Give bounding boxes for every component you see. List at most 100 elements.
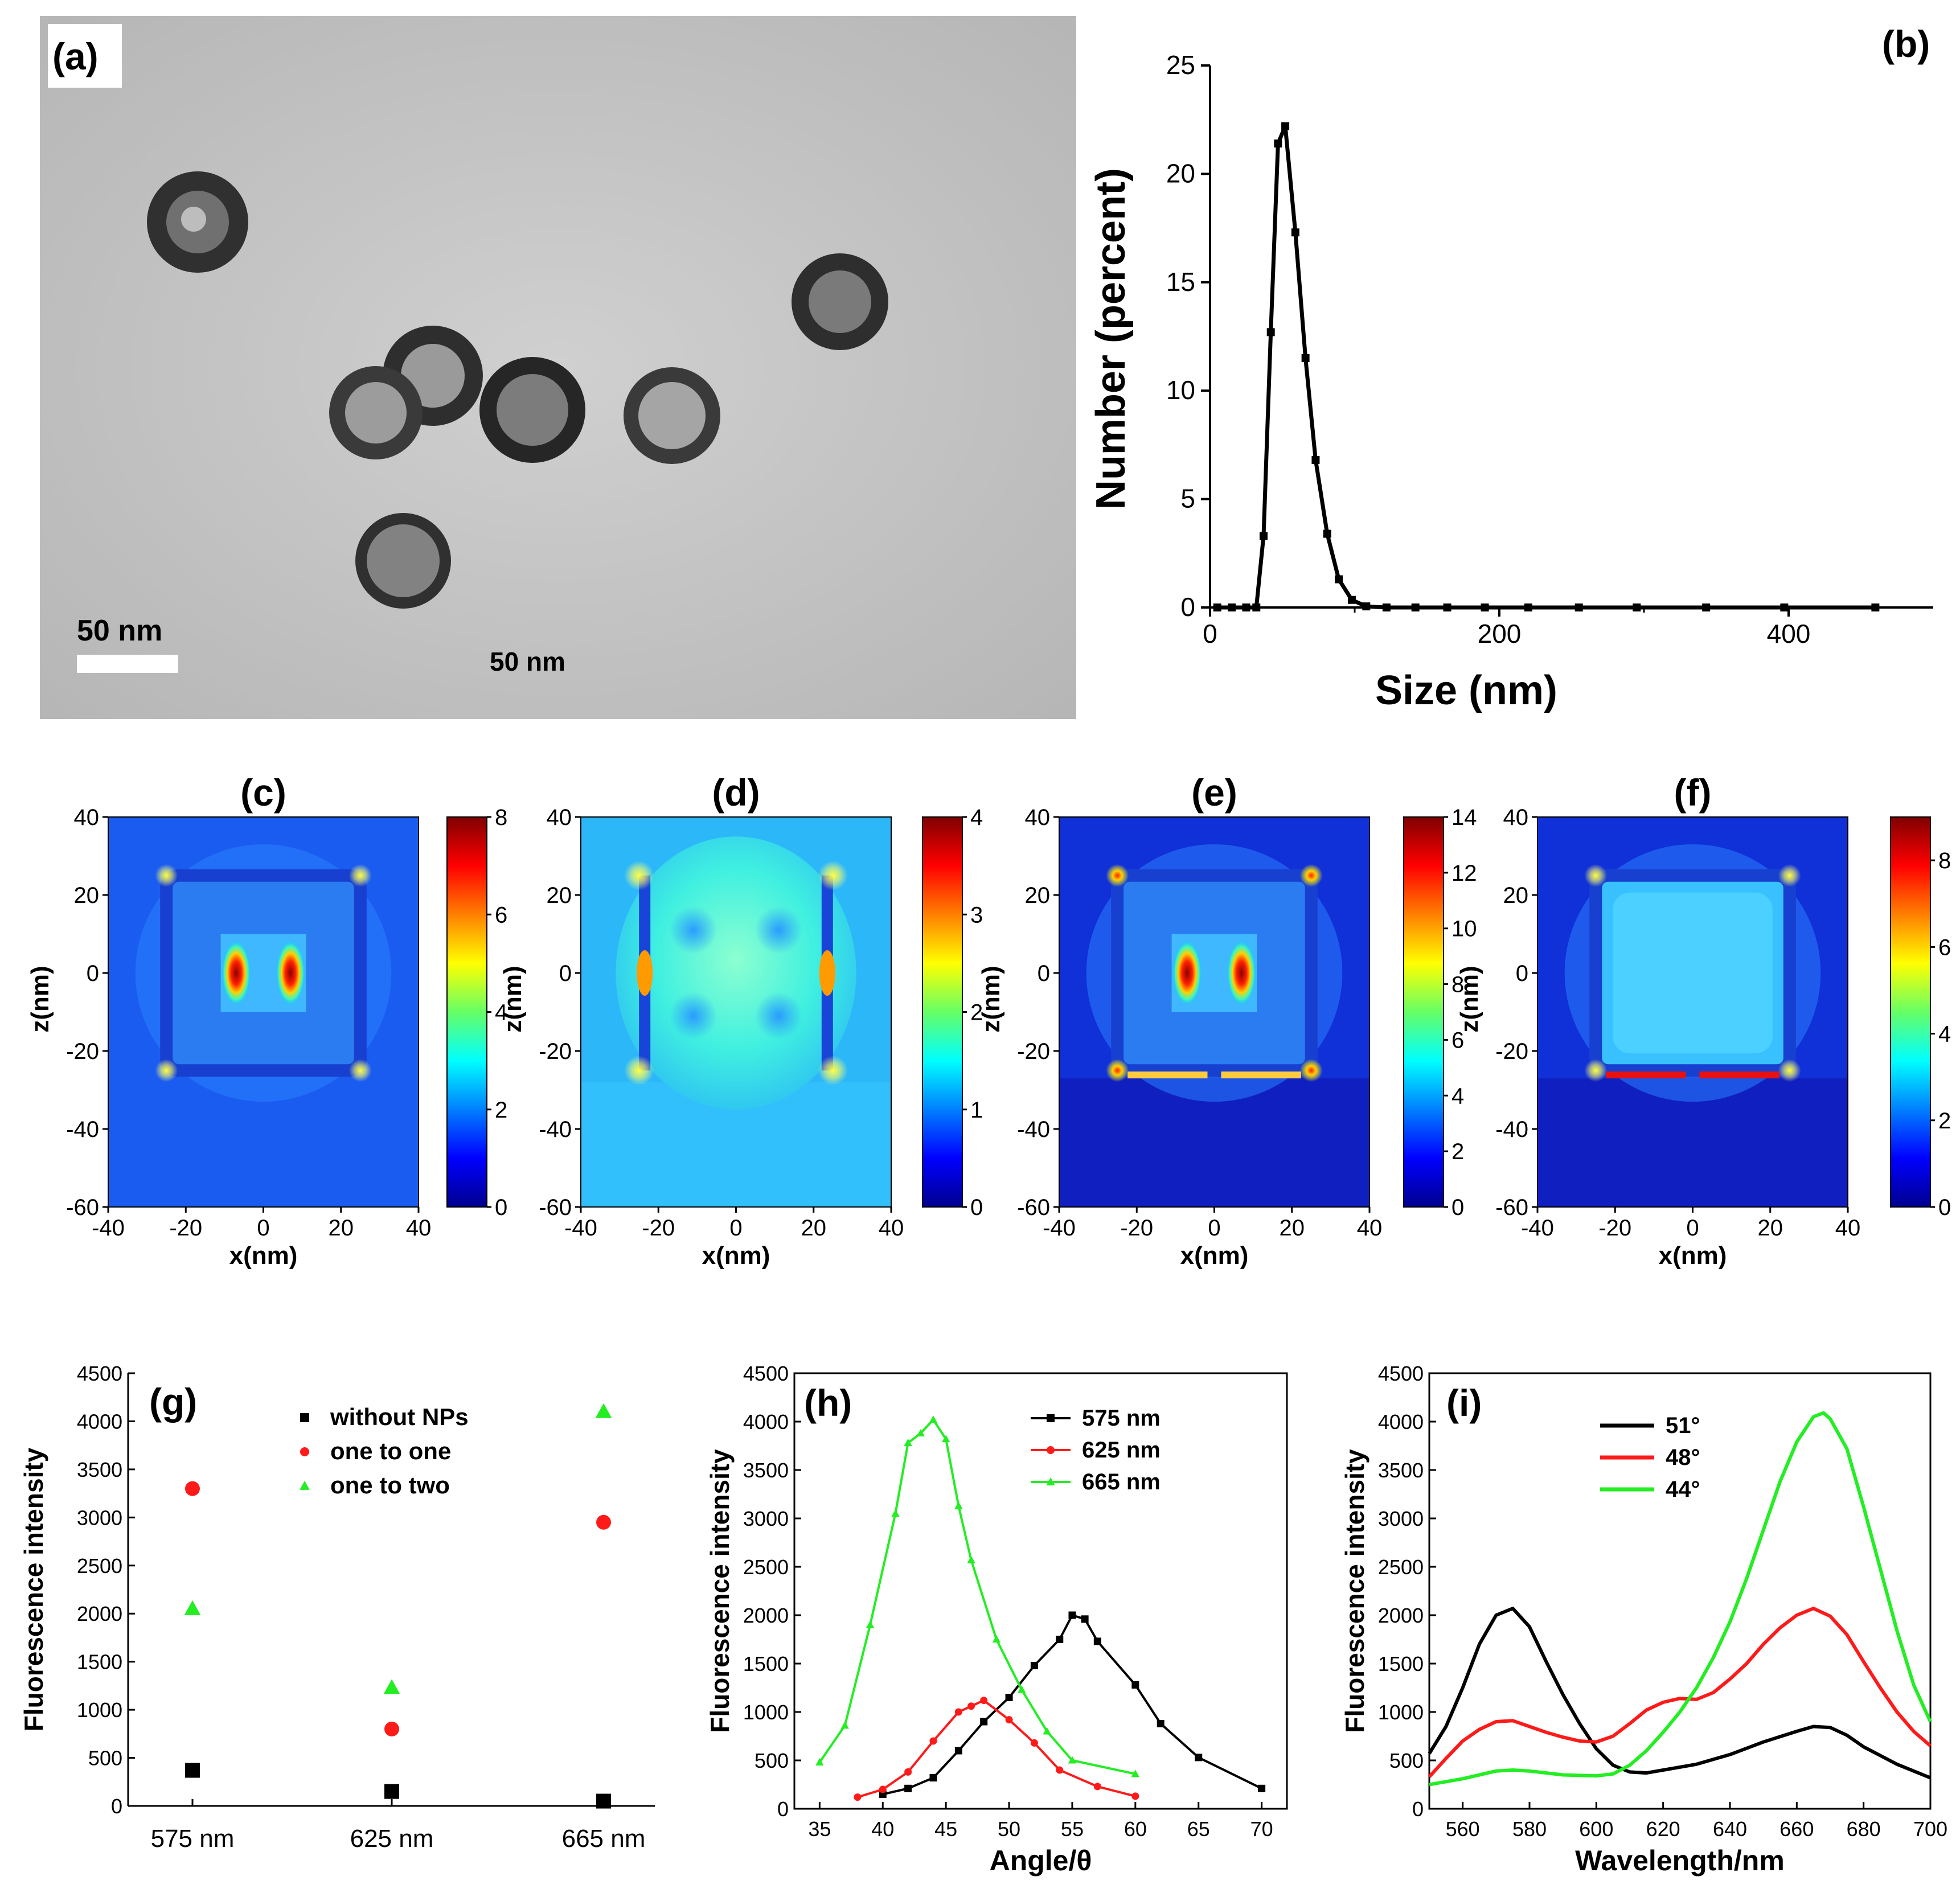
y-tick-label: 4500 bbox=[743, 1362, 789, 1385]
legend-marker bbox=[1046, 1477, 1055, 1485]
data-point bbox=[1301, 354, 1310, 363]
panel-a-label-box bbox=[48, 24, 122, 88]
panel-i-wavelength-chart: 0 500 1000 1500 2000 2500 3000 3500 4000 4500 Fluo… bbox=[1340, 1362, 1947, 1877]
x-tick-label: 40 bbox=[871, 1817, 894, 1841]
y-tick-label: 0 bbox=[111, 1795, 122, 1818]
panel-label: (c) bbox=[240, 771, 286, 814]
y-tick-label: 1500 bbox=[743, 1652, 789, 1676]
x-tick-label: 50 bbox=[998, 1817, 1020, 1841]
data-point bbox=[840, 1721, 849, 1729]
corner-hot-spot bbox=[1584, 864, 1608, 887]
substrate-hot-line bbox=[1699, 1071, 1779, 1079]
corner-hot-spot bbox=[155, 864, 178, 887]
x-tick-label: -40 bbox=[1043, 1216, 1076, 1241]
colorbar-tick-label: 4 bbox=[495, 1000, 507, 1025]
data-point bbox=[1081, 1615, 1089, 1623]
colorbar-tick-label: 8 bbox=[1938, 848, 1951, 873]
panel-h-angle-chart: 0 500 1000 1500 2000 2500 3000 3500 4000 4500 Fluo… bbox=[705, 1362, 1288, 1877]
y-tick-label: 20 bbox=[547, 883, 572, 908]
legend-label: 575 nm bbox=[1082, 1406, 1161, 1431]
low-field-region bbox=[669, 992, 717, 1040]
y-tick-label: 0 bbox=[559, 961, 572, 986]
colorbar bbox=[446, 816, 487, 1208]
x-tick-label: 620 bbox=[1646, 1817, 1680, 1841]
y-tick-label: -60 bbox=[1495, 1195, 1528, 1220]
data-point bbox=[916, 1428, 925, 1436]
data-point bbox=[815, 1758, 824, 1765]
data-point bbox=[1043, 1727, 1051, 1735]
y-tick-label: -40 bbox=[1495, 1117, 1528, 1142]
y-tick-label: -20 bbox=[1017, 1039, 1050, 1064]
colorbar bbox=[922, 816, 963, 1208]
data-point bbox=[1258, 1784, 1266, 1792]
x-tick-label: 40 bbox=[1357, 1216, 1383, 1241]
data-point bbox=[1274, 139, 1282, 148]
corner-hot-spot bbox=[1106, 1059, 1129, 1082]
data-point bbox=[967, 1702, 975, 1710]
data-point bbox=[595, 1403, 612, 1418]
colorbar-tick-label: 0 bbox=[1451, 1195, 1464, 1220]
y-tick-label: 40 bbox=[1025, 805, 1051, 830]
colorbar-tick-label: 4 bbox=[970, 805, 983, 830]
x-axis-label: x(nm) bbox=[1659, 1242, 1727, 1270]
x-tick-label: 0 bbox=[257, 1216, 269, 1241]
data-point bbox=[954, 1501, 963, 1509]
corner-hot-spot bbox=[624, 1056, 654, 1086]
x-tick-label: 700 bbox=[1913, 1817, 1947, 1841]
colorbar-tick-label: 8 bbox=[495, 805, 507, 830]
x-tick-label: 55 bbox=[1061, 1817, 1084, 1841]
corner-hot-spot bbox=[1584, 1059, 1608, 1082]
panel-label: (d) bbox=[712, 771, 760, 814]
colorbar-tick-label: 1 bbox=[970, 1098, 983, 1123]
data-point bbox=[1323, 529, 1331, 538]
corner-hot-spot bbox=[1299, 1059, 1323, 1082]
data-point bbox=[1131, 1792, 1139, 1800]
data-point bbox=[1056, 1766, 1064, 1774]
low-field-region bbox=[755, 992, 803, 1040]
data-point bbox=[596, 1514, 611, 1530]
data-point bbox=[854, 1793, 862, 1801]
y-tick-label: 3500 bbox=[743, 1459, 789, 1482]
scalebar bbox=[77, 655, 178, 673]
x-tick-label: 20 bbox=[801, 1216, 827, 1241]
x-tick-label: 0 bbox=[1686, 1216, 1699, 1241]
colorbar-tick-label: 0 bbox=[495, 1195, 507, 1220]
y-axis-label: z(nm) bbox=[26, 966, 54, 1032]
data-point bbox=[879, 1785, 887, 1793]
colorbar-tick-label: 4 bbox=[1938, 1022, 1951, 1047]
y-tick-label: -20 bbox=[66, 1039, 99, 1064]
colorbar-tick-label: 8 bbox=[1451, 972, 1464, 997]
data-point bbox=[1871, 603, 1880, 611]
panel-label: (b) bbox=[1882, 23, 1930, 65]
y-tick-label: 20 bbox=[1503, 883, 1529, 908]
nanoparticle-cluster bbox=[147, 171, 888, 609]
y-tick-label: 4000 bbox=[77, 1410, 122, 1433]
y-tick-label: 40 bbox=[74, 805, 100, 830]
data-point bbox=[184, 1600, 201, 1615]
y-tick-label: -60 bbox=[66, 1195, 99, 1220]
colorbar bbox=[1403, 816, 1444, 1208]
x-tick-label: 560 bbox=[1446, 1817, 1480, 1841]
colorbar-tick-label: 6 bbox=[1451, 1028, 1464, 1053]
nanoparticle bbox=[355, 513, 451, 609]
y-tick-label: 4500 bbox=[77, 1362, 122, 1385]
colorbar-tick-label: 10 bbox=[1451, 917, 1477, 942]
y-tick-label: 500 bbox=[755, 1749, 789, 1772]
data-point bbox=[1131, 1681, 1139, 1689]
legend-label: 51° bbox=[1666, 1413, 1700, 1438]
y-axis-label: z(nm) bbox=[499, 966, 527, 1032]
data-point bbox=[1291, 228, 1299, 237]
data-point bbox=[980, 1718, 988, 1726]
panel-g-scatter: 0 500 1000 1500 2000 2500 3000 3500 4000 4500 575 … bbox=[19, 1362, 655, 1853]
series-line bbox=[1217, 124, 1876, 610]
data-point bbox=[1702, 603, 1711, 611]
low-field-region bbox=[755, 906, 803, 954]
x-tick-label: -20 bbox=[169, 1216, 202, 1241]
y-tick-label: 15 bbox=[1166, 267, 1195, 297]
data-point bbox=[185, 1763, 200, 1778]
field-map bbox=[581, 817, 891, 1207]
y-axis-label: z(nm) bbox=[1455, 966, 1483, 1032]
x-tick-label: 600 bbox=[1579, 1817, 1613, 1841]
